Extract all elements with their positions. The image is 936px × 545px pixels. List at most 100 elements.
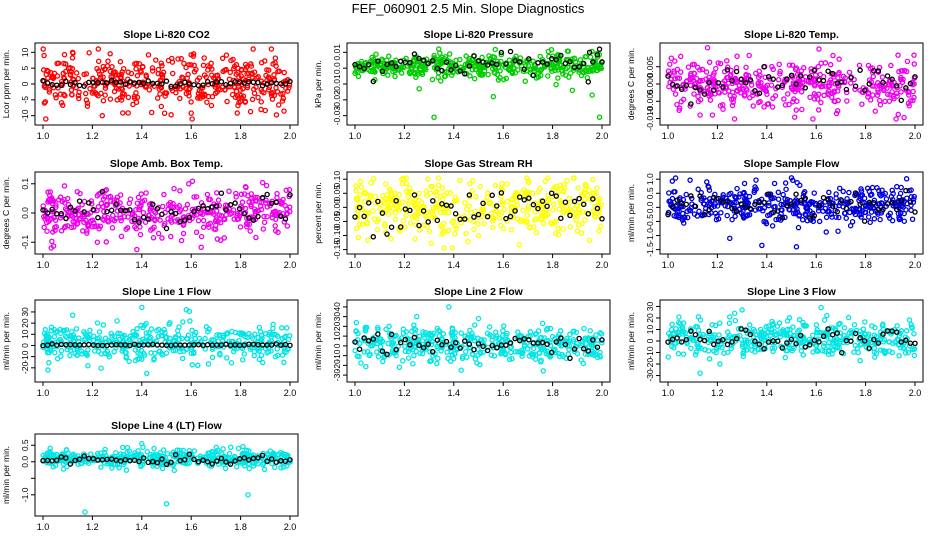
data-point [464, 232, 468, 236]
data-point [775, 324, 779, 328]
x-tick-label: 1.6 [185, 131, 198, 141]
data-point [868, 220, 872, 224]
data-point [728, 236, 732, 240]
data-point [206, 80, 210, 84]
data-point [233, 201, 237, 205]
x-tick-label: 1.8 [859, 260, 872, 270]
data-point [45, 81, 49, 85]
y-tick-label: -0.1 [20, 235, 30, 250]
y-tick-label: 0 [20, 81, 30, 86]
x-tick-label: 1.4 [136, 131, 149, 141]
data-point [431, 199, 435, 203]
data-point [686, 216, 690, 220]
data-point [104, 240, 108, 244]
data-point [422, 58, 426, 62]
data-point [450, 246, 454, 250]
data-point [777, 62, 781, 66]
data-point [254, 235, 258, 239]
data-point [216, 198, 220, 202]
data-point [896, 53, 900, 57]
data-point [236, 103, 240, 107]
data-point [760, 243, 764, 247]
data-point [546, 49, 550, 53]
data-point [885, 329, 889, 333]
data-point [905, 177, 909, 181]
data-point [824, 230, 828, 234]
chart-title: Slope Gas Stream RH [425, 158, 533, 170]
data-point [682, 221, 686, 225]
data-point [408, 198, 412, 202]
data-point [436, 176, 440, 180]
data-point [556, 76, 560, 80]
data-point [576, 186, 580, 190]
x-tick-label: 1.8 [859, 131, 872, 141]
data-point [228, 81, 232, 85]
data-point [910, 217, 914, 221]
data-point [427, 229, 431, 233]
data-point [781, 192, 785, 196]
data-point [412, 335, 416, 339]
x-tick-label: 1.6 [497, 131, 510, 141]
data-point [104, 202, 108, 206]
data-point [59, 354, 63, 358]
data-point [412, 52, 416, 56]
data-point [696, 315, 700, 319]
data-point [812, 191, 816, 195]
data-point [187, 94, 191, 98]
data-point [667, 191, 671, 195]
data-point [75, 222, 79, 226]
data-point [366, 238, 370, 242]
y-tick-label: -10 [20, 350, 30, 363]
data-point [417, 87, 421, 91]
x-tick-label: 1.6 [497, 260, 510, 270]
data-point [194, 230, 198, 234]
y-tick-label: 0.1 [20, 178, 30, 190]
data-point [830, 215, 834, 219]
data-point [260, 84, 264, 88]
data-point [159, 104, 163, 108]
data-point [105, 210, 109, 214]
data-point [476, 222, 480, 226]
data-point [705, 180, 709, 184]
data-point [121, 111, 125, 115]
data-point [531, 59, 535, 63]
data-point [248, 110, 252, 114]
data-point [728, 315, 732, 319]
data-point [743, 93, 747, 97]
data-point [235, 465, 239, 469]
data-point [754, 178, 758, 182]
data-point [478, 350, 482, 354]
data-point [572, 176, 576, 180]
data-point [751, 104, 755, 108]
data-point [586, 349, 590, 353]
data-point [747, 194, 751, 198]
data-point [84, 91, 88, 95]
data-point [358, 193, 362, 197]
data-point [364, 364, 368, 368]
x-tick-label: 2.0 [909, 260, 922, 270]
data-point [913, 341, 917, 345]
data-point [530, 191, 534, 195]
data-point [256, 95, 260, 99]
data-point [904, 189, 908, 193]
data-point [447, 305, 451, 309]
data-point [467, 342, 471, 346]
data-point [150, 110, 154, 114]
data-point [827, 190, 831, 194]
data-point [282, 360, 286, 364]
data-point [96, 216, 100, 220]
data-point [135, 247, 139, 251]
data-point [252, 91, 256, 95]
data-point [567, 196, 571, 200]
data-point [858, 68, 862, 72]
data-point [265, 205, 269, 209]
data-point [87, 51, 91, 55]
plot-frame [35, 434, 298, 516]
data-point [458, 58, 462, 62]
data-point [847, 315, 851, 319]
data-point [182, 61, 186, 65]
chart-title: Slope Line 4 (LT) Flow [111, 420, 222, 432]
data-point [252, 70, 256, 74]
